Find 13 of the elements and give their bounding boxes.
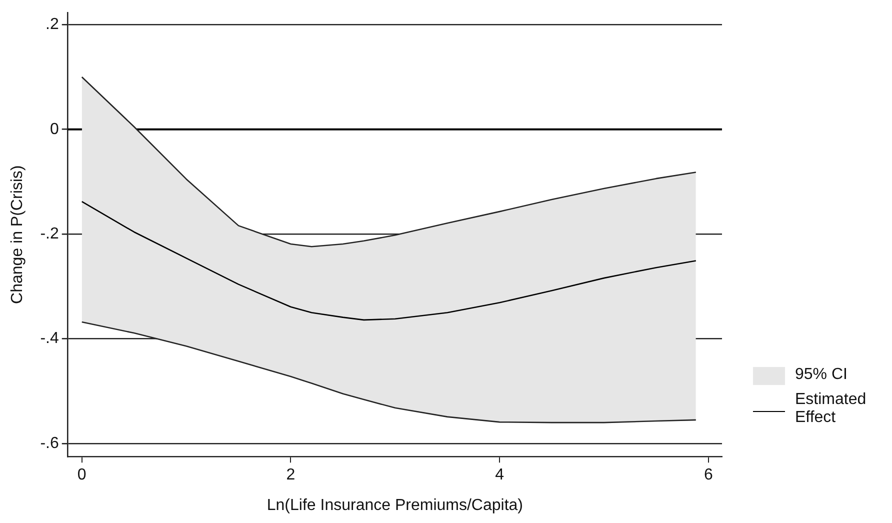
x-tick-label: 2 (286, 466, 296, 484)
y-tick-label: .2 (46, 16, 59, 34)
x-axis-title: Ln(Life Insurance Premiums/Capita) (266, 496, 523, 514)
text: 95% CI (795, 366, 848, 384)
x-tick-label: 6 (704, 466, 713, 484)
y-tick-label: -.6 (40, 434, 59, 452)
y-tick-label: -.2 (40, 225, 59, 242)
legend-label: Estimated Effect (795, 391, 868, 427)
y-axis-title: Change in P(Crisis) (9, 165, 26, 304)
x-tick-label: 4 (495, 466, 504, 484)
y-tick-label: -.4 (40, 330, 59, 348)
x-tick-label: 0 (77, 466, 86, 484)
y-tick-label: 0 (50, 120, 59, 138)
